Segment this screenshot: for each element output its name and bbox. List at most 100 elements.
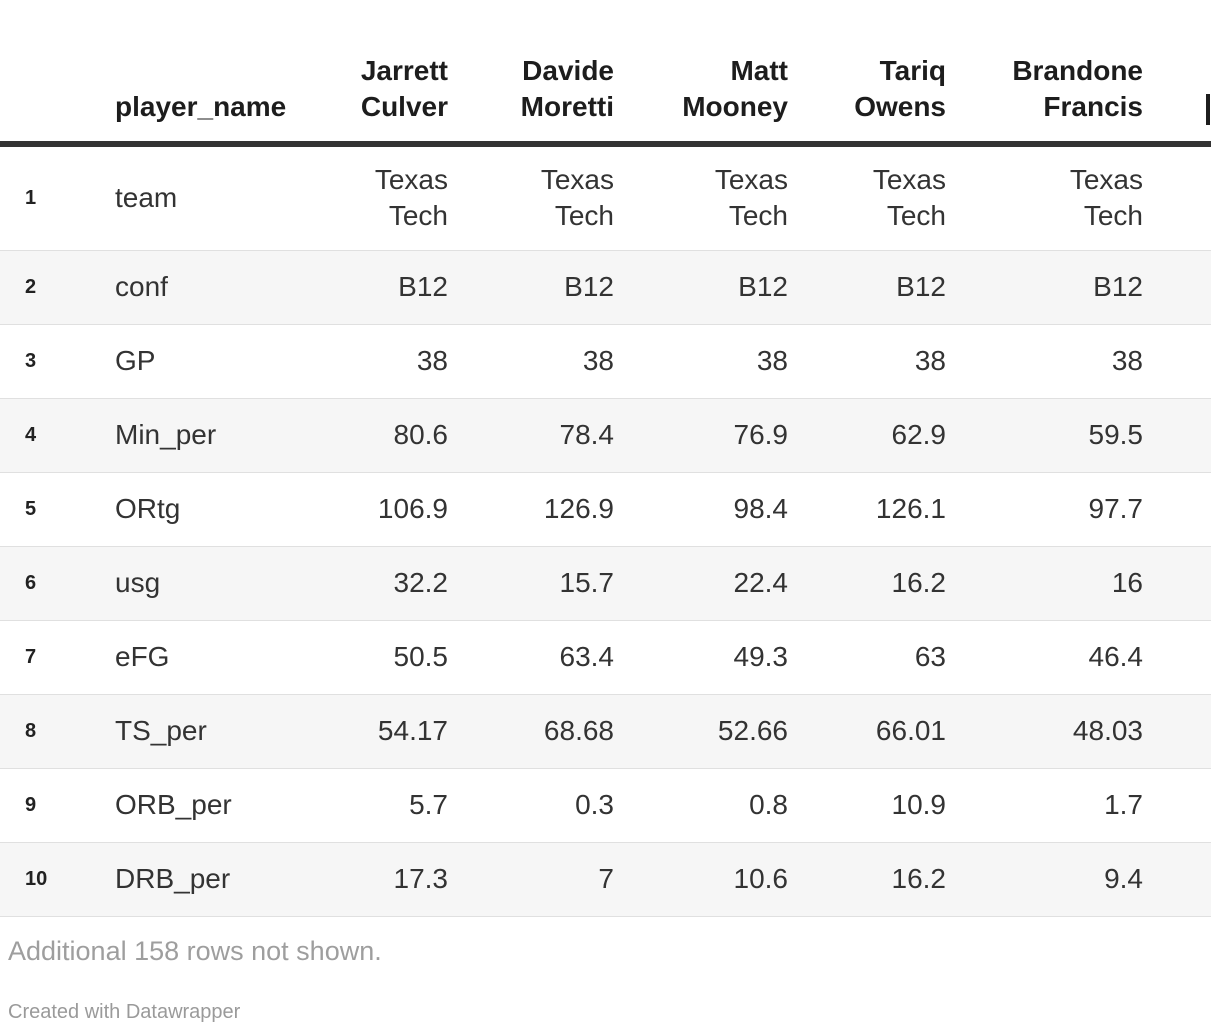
header-row: player_name Jarrett Culver Davide Morett… — [0, 0, 1211, 147]
row-number: 9 — [25, 794, 37, 816]
row-number: 5 — [25, 498, 37, 520]
cell-value: B12 — [896, 271, 946, 302]
row-label: conf — [115, 271, 168, 302]
cell-value: 17.3 — [393, 863, 449, 894]
row-label: Min_per — [115, 419, 217, 450]
cell-value: B12 — [738, 271, 788, 302]
cell-value: 1.7 — [1104, 789, 1143, 820]
cell-value: 0.3 — [575, 789, 614, 820]
cell-value: 98.4 — [733, 493, 789, 524]
cell-value: B12 — [398, 271, 448, 302]
cell-value: 50.5 — [393, 641, 449, 672]
row-number: 7 — [25, 646, 37, 668]
cell-value: 38 — [416, 345, 448, 376]
cell-value: 126.1 — [875, 493, 946, 524]
table-row: 7 eFG 50.5 63.4 49.3 63 46.4 — [0, 620, 1211, 694]
table-row: 4 Min_per 80.6 78.4 76.9 62.9 59.5 — [0, 398, 1211, 472]
stats-table-container: player_name Jarrett Culver Davide Morett… — [0, 0, 1211, 916]
clipped-cell — [1143, 144, 1211, 250]
cell-value: 15.7 — [559, 567, 615, 598]
column-header-jarrett-culver: Jarrett Culver — [248, 0, 448, 147]
clipped-cell — [1143, 398, 1211, 472]
row-label: GP — [115, 345, 156, 376]
row-label: usg — [115, 567, 161, 598]
clipped-column-header — [1143, 0, 1211, 147]
row-number: 1 — [25, 187, 37, 210]
table-row: 8 TS_per 54.17 68.68 52.66 66.01 48.03 — [0, 694, 1211, 768]
column-header-davide-moretti: Davide Moretti — [448, 0, 614, 147]
clipped-cell — [1143, 842, 1211, 916]
row-label: team — [115, 182, 178, 214]
cell-value: 22.4 — [733, 567, 789, 598]
cell-value: Texas Tech — [872, 164, 946, 232]
row-label: TS_per — [115, 715, 207, 746]
row-number: 10 — [25, 868, 48, 890]
cell-value: 38 — [582, 345, 614, 376]
cell-value: 46.4 — [1088, 641, 1144, 672]
cell-value: 7 — [598, 863, 614, 894]
cell-value: Texas Tech — [1069, 164, 1143, 232]
row-number: 8 — [25, 720, 37, 742]
column-header-tariq-owens: Tariq Owens — [788, 0, 946, 147]
cell-value: 10.6 — [733, 863, 789, 894]
row-number: 3 — [25, 350, 37, 372]
clipped-cell — [1143, 324, 1211, 398]
table-row: 3 GP 38 38 38 38 38 — [0, 324, 1211, 398]
stats-table: player_name Jarrett Culver Davide Morett… — [0, 0, 1211, 916]
cell-value: 38 — [756, 345, 788, 376]
cell-value: B12 — [1093, 271, 1143, 302]
clipped-cell — [1143, 620, 1211, 694]
cell-value: Texas Tech — [374, 164, 448, 232]
row-number: 4 — [25, 424, 37, 446]
cell-value: 54.17 — [377, 715, 448, 746]
cell-value: 78.4 — [559, 419, 615, 450]
cell-value: 10.9 — [891, 789, 947, 820]
datawrapper-credit[interactable]: Created with Datawrapper — [8, 1000, 241, 1023]
row-label: ORB_per — [115, 789, 232, 820]
table-body: 1 team Texas Tech Texas Tech Texas Tech Texas… — [0, 144, 1211, 916]
row-label: eFG — [115, 641, 170, 672]
cell-value: 76.9 — [733, 419, 789, 450]
table-row: 10 DRB_per 17.3 7 10.6 16.2 9.4 — [0, 842, 1211, 916]
cell-value: 62.9 — [891, 419, 947, 450]
cell-value: B12 — [564, 271, 614, 302]
cell-value: 63.4 — [559, 641, 615, 672]
cell-value: 52.66 — [717, 715, 788, 746]
rows-not-shown-note: Additional 158 rows not shown. — [8, 935, 382, 966]
cell-value: 9.4 — [1104, 863, 1143, 894]
table-row: 9 ORB_per 5.7 0.3 0.8 10.9 1.7 — [0, 768, 1211, 842]
cell-value: 16.2 — [891, 567, 947, 598]
table-row: 6 usg 32.2 15.7 22.4 16.2 16 — [0, 546, 1211, 620]
cell-value: 48.03 — [1072, 715, 1143, 746]
cell-value: 63 — [914, 641, 946, 672]
cell-value: 32.2 — [393, 567, 449, 598]
cell-value: 59.5 — [1088, 419, 1144, 450]
column-header-player-name: player_name — [115, 0, 286, 147]
cell-value: 38 — [1111, 345, 1143, 376]
clipped-header-glyph — [1206, 94, 1210, 125]
table-row: 2 conf B12 B12 B12 B12 B12 — [0, 250, 1211, 324]
row-number: 6 — [25, 572, 37, 594]
column-header-matt-mooney: Matt Mooney — [614, 0, 788, 147]
column-header-brandone-francis: Brandone Francis — [946, 0, 1143, 147]
clipped-cell — [1143, 768, 1211, 842]
cell-value: 0.8 — [749, 789, 788, 820]
cell-value: 16 — [1111, 567, 1143, 598]
clipped-cell — [1143, 472, 1211, 546]
row-label: DRB_per — [115, 863, 231, 894]
cell-value: 16.2 — [891, 863, 947, 894]
clipped-cell — [1143, 546, 1211, 620]
row-number-header — [0, 0, 115, 147]
cell-value: 5.7 — [409, 789, 448, 820]
cell-value: Texas Tech — [714, 164, 788, 232]
cell-value: 97.7 — [1088, 493, 1144, 524]
row-number: 2 — [25, 276, 37, 298]
cell-value: 38 — [914, 345, 946, 376]
cell-value: 126.9 — [543, 493, 614, 524]
cell-value: 106.9 — [377, 493, 448, 524]
table-header: player_name Jarrett Culver Davide Morett… — [0, 0, 1211, 147]
row-label: ORtg — [115, 493, 181, 524]
cell-value: 66.01 — [875, 715, 946, 746]
cell-value: 80.6 — [393, 419, 449, 450]
